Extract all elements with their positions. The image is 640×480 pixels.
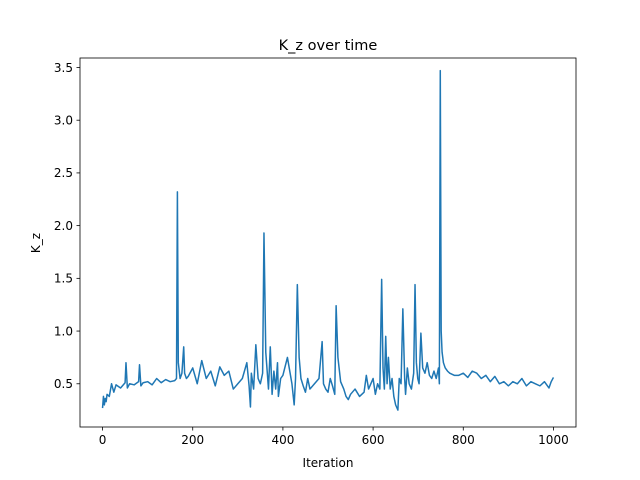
x-tick-label: 400 xyxy=(271,433,294,447)
x-tick-label: 0 xyxy=(99,433,107,447)
y-tick-label: 0.5 xyxy=(54,377,73,391)
y-tick-label: 2.5 xyxy=(54,166,73,180)
x-tick-label: 800 xyxy=(452,433,475,447)
x-axis: 0 200 400 600 800 1000 xyxy=(99,427,569,447)
y-axis-label: K_z xyxy=(29,233,43,253)
chart-title: K_z over time xyxy=(279,38,378,54)
series-line-0 xyxy=(101,69,555,411)
axes-frame xyxy=(79,57,577,428)
x-axis-label: Iteration xyxy=(303,456,354,470)
y-tick-label: 1.0 xyxy=(54,324,73,338)
y-tick-label: 3.0 xyxy=(54,114,73,128)
x-tick-label: 200 xyxy=(181,433,204,447)
y-axis: 0.5 1.0 1.5 2.0 2.5 3.0 3.5 xyxy=(54,61,80,391)
y-tick-label: 3.5 xyxy=(54,61,73,75)
y-tick-label: 1.5 xyxy=(54,272,73,286)
plot-area xyxy=(79,57,577,428)
x-tick-label: 1000 xyxy=(538,433,569,447)
y-tick-label: 2.0 xyxy=(54,219,73,233)
x-tick-label: 600 xyxy=(362,433,385,447)
